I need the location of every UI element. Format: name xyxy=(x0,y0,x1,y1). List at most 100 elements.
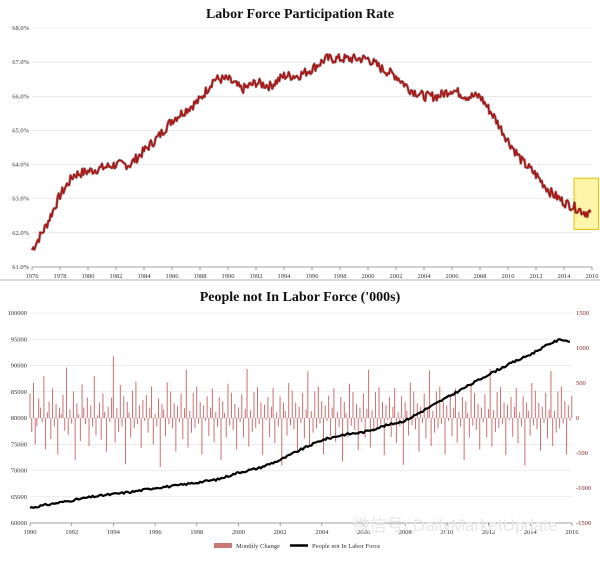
chart2-bar xyxy=(562,418,564,424)
chart2-bar xyxy=(531,383,533,418)
chart2-x-axis: 1990 1992 1994 1996 1998 2000 2002 2004 2006 2008… xyxy=(24,522,580,536)
chart2-bar xyxy=(191,418,192,433)
chart2-bar xyxy=(375,392,377,418)
chart2-bar xyxy=(93,376,95,418)
chart2-bar xyxy=(475,418,477,430)
chart2-bar xyxy=(237,407,239,418)
chart2-bar xyxy=(60,413,62,418)
chart2-bar xyxy=(236,418,238,450)
chart2-bar xyxy=(137,418,139,425)
chart2-bar xyxy=(359,407,361,418)
chart2-bar xyxy=(220,418,222,460)
chart2-bar xyxy=(164,418,166,437)
chart2-bar xyxy=(390,418,392,437)
chart2-bar xyxy=(116,408,118,418)
chart2-bar xyxy=(123,396,125,418)
chart2-bar xyxy=(302,392,304,418)
chart2-bar xyxy=(474,392,476,418)
chart1-highlight-box xyxy=(573,177,600,230)
chart2-x-tick-label: 2016 xyxy=(566,529,580,536)
chart2-bar xyxy=(206,396,208,418)
chart1-x-tick-label: 2016 xyxy=(586,273,600,280)
chart2-bar xyxy=(230,392,232,418)
chart2-bar xyxy=(255,418,257,428)
chart2-bar xyxy=(293,418,295,430)
chart2-bar xyxy=(239,418,241,423)
chart2-bar xyxy=(246,369,248,418)
chart2-bar xyxy=(453,407,455,418)
chart2-bar xyxy=(342,418,344,462)
chart2-bar xyxy=(543,418,545,423)
chart2-bar xyxy=(553,411,555,418)
chart2-bar xyxy=(526,402,528,418)
chart2-bar xyxy=(194,418,196,429)
chart2-bar xyxy=(540,418,542,451)
chart2-bar xyxy=(408,418,410,436)
chart2-bar xyxy=(322,418,324,455)
chart1-y-tick-label: 61.0% xyxy=(12,264,29,271)
chart2-bar xyxy=(397,412,399,418)
chart2-bar xyxy=(550,371,552,418)
chart2-bar xyxy=(451,418,453,437)
chart1-x-tick-label: 1976 xyxy=(26,273,40,280)
chart2-bar xyxy=(262,418,264,456)
chart2-bar xyxy=(78,414,80,418)
chart2-bar xyxy=(248,418,250,447)
chart2-bar xyxy=(508,418,510,421)
chart2-x-tick-label: 2004 xyxy=(315,529,329,536)
chart2-bar xyxy=(72,391,74,418)
chart2-bar xyxy=(520,418,522,427)
chart1-y-tick-label: 68.0% xyxy=(12,25,29,32)
chart2-bar xyxy=(536,418,538,430)
chart2-bar xyxy=(567,405,569,418)
chart2-bar xyxy=(126,401,128,418)
chart2-bar xyxy=(326,418,328,421)
chart2-left-tick-label: 80000 xyxy=(11,415,27,422)
chart2-bar xyxy=(112,356,114,418)
chart2-bar xyxy=(524,418,526,466)
chart2-bar xyxy=(380,418,382,425)
chart2-bar xyxy=(385,404,387,418)
chart2-bar xyxy=(324,405,326,418)
chart2-bar xyxy=(437,418,439,429)
chart2-bar xyxy=(270,406,272,418)
chart2-bar xyxy=(234,404,236,418)
chart2-bar xyxy=(189,411,191,418)
chart1-x-tick-label: 1984 xyxy=(138,273,152,280)
chart2-bar xyxy=(128,412,130,418)
chart2-bar xyxy=(347,418,349,438)
chart2-bar xyxy=(52,388,54,418)
chart2-x-tick-label: 1996 xyxy=(149,529,163,536)
chart2-bar xyxy=(144,418,146,421)
chart2-bar xyxy=(461,397,463,418)
chart2-bar xyxy=(314,391,316,418)
chart2-bar xyxy=(267,397,269,418)
chart2-bar xyxy=(149,407,151,418)
chart2-bar xyxy=(88,418,90,446)
chart2-legend: Monthly Change People not In Labor Force xyxy=(214,543,380,550)
chart2-bar xyxy=(244,408,246,418)
chart2-bar xyxy=(446,405,448,418)
chart2-bar xyxy=(118,418,120,432)
chart2-bar xyxy=(533,418,535,425)
chart2-bar xyxy=(512,418,514,437)
chart2-bar xyxy=(253,392,255,418)
chart2-bar xyxy=(498,418,500,428)
chart2-bar xyxy=(274,418,276,444)
chart2-bar xyxy=(319,418,321,424)
chart2-bar xyxy=(79,418,81,442)
chart2-bar xyxy=(416,403,418,418)
chart1-y-tick-label: 64.0% xyxy=(12,162,29,169)
chart2-bar xyxy=(514,406,515,418)
chart2-bar xyxy=(418,418,420,452)
chart1-x-tick-label: 1988 xyxy=(194,273,207,280)
chart2-bar xyxy=(463,418,465,460)
chart1-x-tick-label: 2014 xyxy=(558,273,572,280)
chart2-bar xyxy=(340,397,342,418)
chart2-bar xyxy=(175,418,177,452)
chart2-bar xyxy=(121,418,123,427)
chart2-bar xyxy=(243,418,245,438)
chart2-bar xyxy=(361,418,363,423)
chart1-y-tick-label: 62.0% xyxy=(12,230,29,237)
chart2-bar xyxy=(486,418,488,438)
